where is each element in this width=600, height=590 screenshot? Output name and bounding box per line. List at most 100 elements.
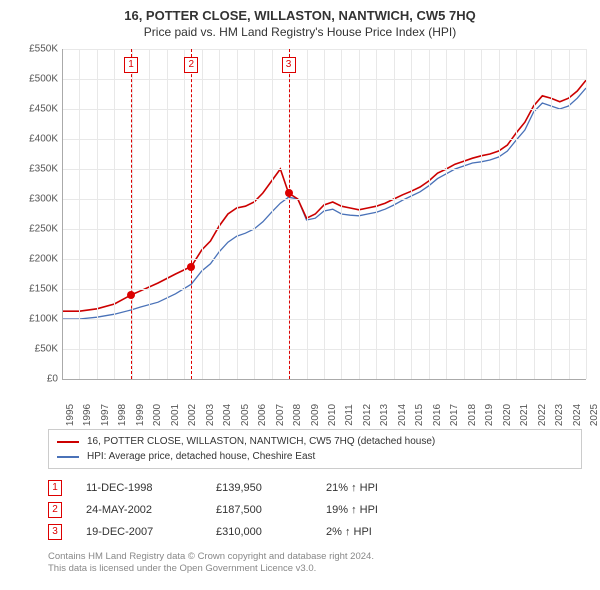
gridline-v xyxy=(499,49,500,379)
x-axis-label: 1999 xyxy=(135,404,146,426)
gridline-v xyxy=(97,49,98,379)
legend-swatch xyxy=(57,441,79,443)
chart-header: 16, POTTER CLOSE, WILLASTON, NANTWICH, C… xyxy=(8,8,592,39)
x-axis-label: 1998 xyxy=(117,404,128,426)
gridline-v xyxy=(586,49,587,379)
x-axis-label: 2020 xyxy=(502,404,513,426)
gridline-v xyxy=(429,49,430,379)
gridline-v xyxy=(481,49,482,379)
y-axis-label: £0 xyxy=(12,374,58,385)
sale-marker-index: 1 xyxy=(124,57,138,73)
gridline-v xyxy=(184,49,185,379)
gridline-v xyxy=(324,49,325,379)
sale-marker-line xyxy=(131,49,132,379)
sale-marker-index: 3 xyxy=(282,57,296,73)
y-axis-label: £50K xyxy=(12,344,58,355)
x-axis-label: 2014 xyxy=(397,404,408,426)
y-axis-label: £450K xyxy=(12,104,58,115)
x-axis-label: 2011 xyxy=(344,404,355,426)
legend-swatch xyxy=(57,456,79,458)
x-axis-label: 2001 xyxy=(170,404,181,426)
y-axis-label: £150K xyxy=(12,284,58,295)
gridline-v xyxy=(359,49,360,379)
attribution: Contains HM Land Registry data © Crown c… xyxy=(48,551,592,576)
gridline-v xyxy=(237,49,238,379)
gridline-v xyxy=(446,49,447,379)
chart-area: 123 £0£50K£100K£150K£200K£250K£300K£350K… xyxy=(8,45,592,423)
y-axis-label: £550K xyxy=(12,44,58,55)
sale-index-box: 2 xyxy=(48,502,62,518)
sale-diff: 21% ↑ HPI xyxy=(326,482,378,494)
gridline-v xyxy=(149,49,150,379)
x-axis-label: 2016 xyxy=(432,404,443,426)
attribution-line2: This data is licensed under the Open Gov… xyxy=(48,563,592,575)
x-axis-label: 1996 xyxy=(82,404,93,426)
sale-diff: 19% ↑ HPI xyxy=(326,504,378,516)
legend-item: 16, POTTER CLOSE, WILLASTON, NANTWICH, C… xyxy=(57,434,573,449)
sales-table-row: 2 24-MAY-2002£187,50019% ↑ HPI xyxy=(48,499,592,521)
x-axis-label: 1995 xyxy=(65,404,76,426)
x-axis-label: 2008 xyxy=(292,404,303,426)
sale-diff: 2% ↑ HPI xyxy=(326,526,372,538)
gridline-v xyxy=(62,49,63,379)
sales-table-row: 3 19-DEC-2007£310,0002% ↑ HPI xyxy=(48,521,592,543)
sale-date: 19-DEC-2007 xyxy=(86,526,216,538)
y-axis-label: £500K xyxy=(12,74,58,85)
sale-marker-index: 2 xyxy=(184,57,198,73)
gridline-v xyxy=(202,49,203,379)
x-axis-label: 2023 xyxy=(554,404,565,426)
attribution-line1: Contains HM Land Registry data © Crown c… xyxy=(48,551,592,563)
sale-marker-dot xyxy=(127,291,135,299)
x-axis-label: 2021 xyxy=(519,404,530,426)
sale-price: £187,500 xyxy=(216,504,326,516)
gridline-v xyxy=(376,49,377,379)
gridline-v xyxy=(272,49,273,379)
chart-container: 16, POTTER CLOSE, WILLASTON, NANTWICH, C… xyxy=(0,0,600,590)
sales-table-row: 111-DEC-1998£139,95021% ↑ HPI xyxy=(48,477,592,499)
legend-item: HPI: Average price, detached house, Ches… xyxy=(57,449,573,464)
sale-price: £310,000 xyxy=(216,526,326,538)
sale-marker-dot xyxy=(187,263,195,271)
sale-date: 11-DEC-1998 xyxy=(86,482,216,494)
gridline-v xyxy=(569,49,570,379)
x-axis-label: 2010 xyxy=(327,404,338,426)
x-axis-label: 2005 xyxy=(240,404,251,426)
gridline-v xyxy=(551,49,552,379)
x-axis-label: 1997 xyxy=(100,404,111,426)
legend: 16, POTTER CLOSE, WILLASTON, NANTWICH, C… xyxy=(48,429,582,469)
gridline-v xyxy=(114,49,115,379)
x-axis-label: 2012 xyxy=(362,404,373,426)
x-axis-label: 2017 xyxy=(449,404,460,426)
x-axis-label: 2022 xyxy=(537,404,548,426)
gridline-v xyxy=(254,49,255,379)
y-axis-label: £200K xyxy=(12,254,58,265)
x-axis-label: 2009 xyxy=(310,404,321,426)
gridline-v xyxy=(464,49,465,379)
chart-title: 16, POTTER CLOSE, WILLASTON, NANTWICH, C… xyxy=(8,8,592,23)
gridline-v xyxy=(219,49,220,379)
chart-subtitle: Price paid vs. HM Land Registry's House … xyxy=(8,25,592,39)
sale-marker-line xyxy=(191,49,192,379)
sale-marker-line xyxy=(289,49,290,379)
sale-marker-dot xyxy=(285,189,293,197)
x-axis-label: 2025 xyxy=(589,404,600,426)
x-axis-label: 2006 xyxy=(257,404,268,426)
x-axis-label: 2018 xyxy=(467,404,478,426)
plot-area: 1 2 3 xyxy=(62,49,586,379)
gridline-v xyxy=(307,49,308,379)
gridline-v xyxy=(79,49,80,379)
legend-label: 16, POTTER CLOSE, WILLASTON, NANTWICH, C… xyxy=(87,436,435,447)
gridline-v xyxy=(341,49,342,379)
sale-date: 24-MAY-2002 xyxy=(86,504,216,516)
x-axis-label: 2002 xyxy=(187,404,198,426)
sale-index-box: 3 xyxy=(48,524,62,540)
y-axis-label: £250K xyxy=(12,224,58,235)
y-axis-label: £350K xyxy=(12,164,58,175)
sales-table: 111-DEC-1998£139,95021% ↑ HPI 2 24-MAY-200… xyxy=(48,477,592,543)
legend-label: HPI: Average price, detached house, Ches… xyxy=(87,451,315,462)
gridline-h xyxy=(62,379,586,380)
x-axis-label: 2024 xyxy=(572,404,583,426)
y-axis-label: £400K xyxy=(12,134,58,145)
x-axis-label: 2007 xyxy=(275,404,286,426)
gridline-v xyxy=(411,49,412,379)
